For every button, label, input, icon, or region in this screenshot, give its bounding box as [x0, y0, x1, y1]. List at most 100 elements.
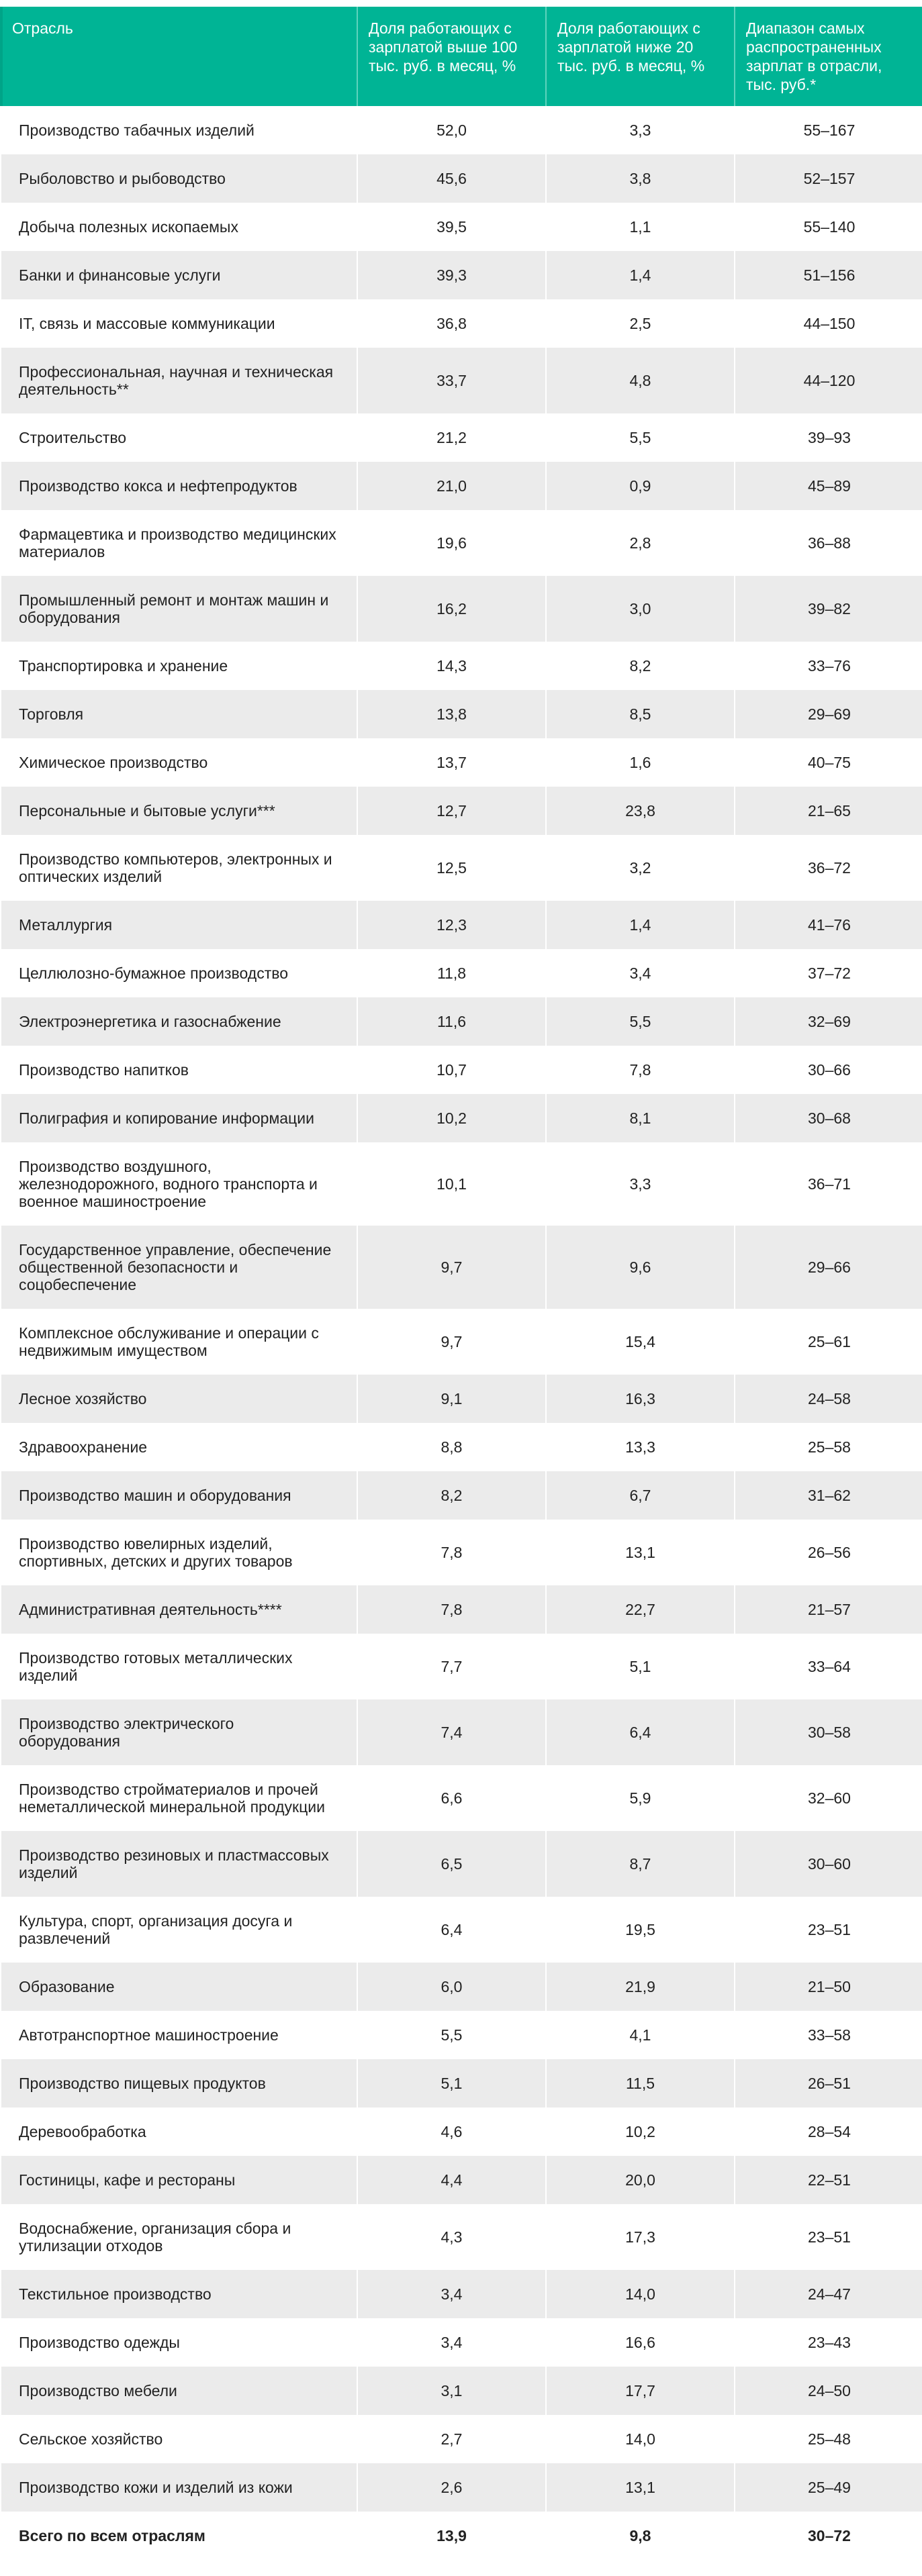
share-above-100k-cell: 5,1: [357, 2059, 546, 2108]
table-row: Производство пищевых продуктов 5,1 11,5 26–…: [1, 2059, 922, 2108]
salary-range-cell: 25–49: [734, 2463, 922, 2512]
share-above-100k-cell: 36,8: [357, 299, 546, 348]
share-above-100k-cell: 13,8: [357, 690, 546, 738]
industry-cell: Производство кокса и нефтепродуктов: [1, 462, 357, 510]
share-above-100k-cell: 11,8: [357, 949, 546, 997]
salary-range-cell: 33–64: [734, 1634, 922, 1699]
header-salary-range: Диапазон самых распространенных зарплат …: [734, 7, 922, 106]
share-below-20k-cell: 22,7: [545, 1585, 735, 1634]
table-row: Комплексное обслуживание и операции с не…: [1, 1309, 922, 1375]
share-below-20k-cell: 6,7: [545, 1471, 735, 1520]
table-row: Производство электрического оборудования…: [1, 1699, 922, 1765]
table-row: Производство кокса и нефтепродуктов 21,0 0…: [1, 462, 922, 510]
table-row: IT, связь и массовые коммуникации 36,8 2,5…: [1, 299, 922, 348]
share-above-100k-cell: 5,5: [357, 2011, 546, 2059]
table-row: Здравоохранение 8,8 13,3 25–58: [1, 1423, 922, 1471]
share-below-20k-cell: 13,1: [545, 1520, 735, 1585]
share-above-100k-cell: 19,6: [357, 510, 546, 576]
table-row: Электроэнергетика и газоснабжение 11,6 5,5…: [1, 997, 922, 1046]
table-row: Производство кожи и изделий из кожи 2,6 13…: [1, 2463, 922, 2512]
share-below-20k-cell: 1,1: [545, 203, 735, 251]
share-below-20k-cell: 3,2: [545, 835, 735, 901]
share-above-100k-cell: 7,7: [357, 1634, 546, 1699]
industry-cell: Персональные и бытовые услуги***: [1, 787, 357, 835]
share-above-100k-cell: 7,8: [357, 1585, 546, 1634]
industry-cell: Металлургия: [1, 901, 357, 949]
industry-cell: Фармацевтика и производство медицинских …: [19, 526, 336, 560]
share-below-20k-cell: 4,1: [545, 2011, 735, 2059]
share-above-100k-cell: 16,2: [357, 576, 546, 642]
table-row: Торговля 13,8 8,5 29–69: [1, 690, 922, 738]
table-row: Производство одежды 3,4 16,6 23–43: [1, 2318, 922, 2367]
share-below-20k-cell: 11,5: [545, 2059, 735, 2108]
share-above-100k-cell: 3,4: [357, 2270, 546, 2318]
industry-cell: Транспортировка и хранение: [19, 657, 228, 675]
industry-cell: Производство пищевых продуктов: [1, 2059, 357, 2108]
industry-cell: Производство компьютеров, электронных и …: [19, 850, 332, 885]
salary-range-cell: 24–50: [734, 2367, 922, 2415]
industry-cell: Всего по всем отраслям: [1, 2512, 357, 2560]
share-below-20k-cell: 8,5: [545, 690, 735, 738]
table-row: Административная деятельность**** 7,8 22,7…: [1, 1585, 922, 1634]
industry-cell: Рыболовство и рыбоводство: [1, 154, 357, 203]
share-below-20k-cell: 8,1: [545, 1094, 735, 1142]
salary-range-cell: 25–48: [734, 2415, 922, 2463]
industry-cell: Производство кожи и изделий из кожи: [1, 2463, 357, 2512]
industry-cell: Производство воздушного, железнодорожног…: [19, 1158, 318, 1210]
salary-range-cell: 33–76: [734, 642, 922, 690]
industry-cell: Производство табачных изделий: [19, 121, 255, 139]
share-above-100k-cell: 6,0: [357, 1963, 546, 2011]
salary-range-cell: 23–51: [734, 2204, 922, 2270]
industry-cell: Промышленный ремонт и монтаж машин и обо…: [1, 576, 357, 642]
share-above-100k-cell: 2,7: [357, 2415, 546, 2463]
share-above-100k-cell: 7,8: [357, 1520, 546, 1585]
table-row: Металлургия 12,3 1,4 41–76: [1, 901, 922, 949]
table-row: Банки и финансовые услуги 39,3 1,4 51–156: [1, 251, 922, 299]
salary-range-cell: 30–66: [734, 1046, 922, 1094]
salary-range-cell: 40–75: [734, 738, 922, 787]
share-above-100k-cell: 6,4: [357, 1897, 546, 1963]
table-row: Сельское хозяйство 2,7 14,0 25–48: [1, 2415, 922, 2463]
industry-cell: Гостиницы, кафе и рестораны: [1, 2156, 357, 2204]
industry-cell: Лесное хозяйство: [1, 1375, 357, 1423]
share-above-100k-cell: 10,7: [357, 1046, 546, 1094]
salary-range-cell: 45–89: [734, 462, 922, 510]
salary-range-cell: 29–69: [734, 690, 922, 738]
share-above-100k-cell: 12,3: [357, 901, 546, 949]
share-below-20k-cell: 1,4: [545, 901, 735, 949]
header-share-above-100k: Доля работающих с зарплатой выше 100 тыс…: [357, 7, 546, 106]
industry-cell: Производство одежды: [19, 2334, 180, 2351]
share-below-20k-cell: 8,2: [545, 642, 735, 690]
salary-range-cell: 26–56: [734, 1520, 922, 1585]
salary-range-cell: 52–157: [734, 154, 922, 203]
share-above-100k-cell: 2,6: [357, 2463, 546, 2512]
table-row: Промышленный ремонт и монтаж машин и обо…: [1, 576, 922, 642]
share-above-100k-cell: 12,5: [357, 835, 546, 901]
share-above-100k-cell: 3,4: [357, 2318, 546, 2367]
salary-range-cell: 22–51: [734, 2156, 922, 2204]
table-row: Целлюлозно-бумажное производство 11,8 3,4 3…: [1, 949, 922, 997]
share-above-100k-cell: 21,2: [357, 413, 546, 462]
table-row: Культура, спорт, организация досуга и ра…: [1, 1897, 922, 1963]
share-above-100k-cell: 4,3: [357, 2204, 546, 2270]
industry-cell: Торговля: [1, 690, 357, 738]
table-row: Транспортировка и хранение 14,3 8,2 33–76: [1, 642, 922, 690]
share-below-20k-cell: 9,6: [545, 1226, 735, 1309]
share-above-100k-cell: 21,0: [357, 462, 546, 510]
table-row: Производство ювелирных изделий, спортивн…: [1, 1520, 922, 1585]
table-row: Водоснабжение, организация сбора и утили…: [1, 2204, 922, 2270]
industry-cell: Банки и финансовые услуги: [1, 251, 357, 299]
share-above-100k-cell: 33,7: [357, 348, 546, 413]
industry-cell: Автотранспортное машиностроение: [19, 2026, 279, 2044]
industry-cell: Деревообработка: [19, 2123, 146, 2140]
share-below-20k-cell: 15,4: [545, 1309, 735, 1375]
salary-range-cell: 30–60: [734, 1831, 922, 1897]
salary-range-cell: 25–58: [734, 1423, 922, 1471]
industry-cell: Полиграфия и копирование информации: [1, 1094, 357, 1142]
share-above-100k-cell: 13,7: [357, 738, 546, 787]
salary-range-cell: 24–58: [734, 1375, 922, 1423]
share-below-20k-cell: 0,9: [545, 462, 735, 510]
share-below-20k-cell: 17,7: [545, 2367, 735, 2415]
industry-cell: Профессиональная, научная и техническая …: [1, 348, 357, 413]
